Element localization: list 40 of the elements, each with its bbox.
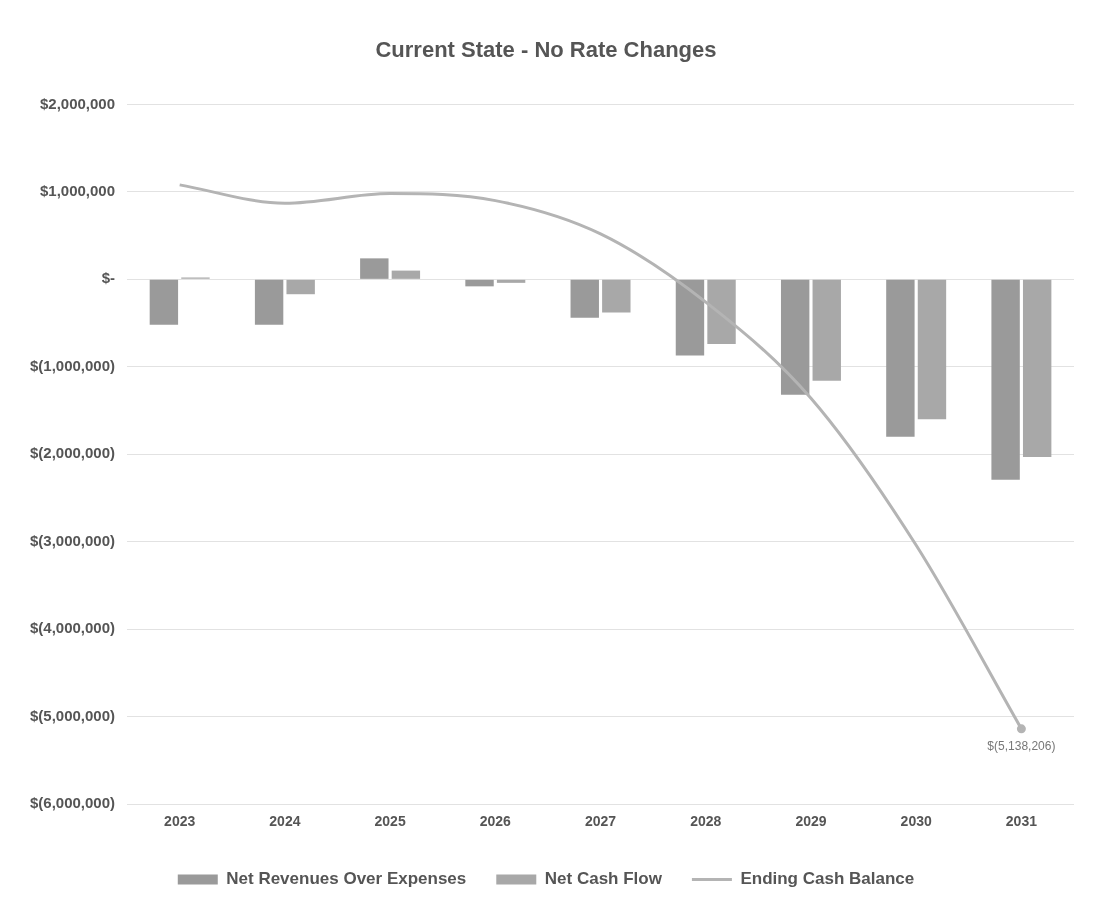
y-tick-label: $(2,000,000) bbox=[29, 444, 116, 462]
y-tick-label: $(4,000,000) bbox=[29, 619, 116, 637]
bar bbox=[602, 279, 631, 313]
bar bbox=[570, 279, 599, 318]
bar bbox=[149, 279, 179, 325]
bar bbox=[886, 279, 915, 437]
y-tick-label: $2,000,000 bbox=[39, 94, 116, 112]
x-tick-label: 2024 bbox=[269, 813, 301, 830]
x-tick-label: 2027 bbox=[584, 813, 617, 830]
y-tick-label: $(1,000,000) bbox=[29, 356, 116, 374]
x-tick-label: 2029 bbox=[795, 813, 827, 830]
bar bbox=[780, 279, 810, 395]
bar bbox=[496, 279, 526, 283]
x-tick-label: 2026 bbox=[479, 813, 512, 830]
x-tick-label: 2031 bbox=[1005, 813, 1038, 830]
bar bbox=[286, 279, 315, 295]
bar bbox=[254, 279, 284, 325]
chart-title: Current State - No Rate Changes bbox=[375, 37, 717, 63]
legend-label: Net Revenues Over Expenses bbox=[226, 869, 467, 889]
x-tick-label: 2025 bbox=[374, 813, 406, 830]
y-tick-label: $(3,000,000) bbox=[29, 531, 116, 549]
bar bbox=[1022, 279, 1052, 457]
legend-label: Net Cash Flow bbox=[544, 869, 663, 889]
bar bbox=[917, 279, 947, 420]
y-tick-label: $(5,000,000) bbox=[29, 706, 116, 724]
legend-label: Ending Cash Balance bbox=[740, 869, 915, 889]
x-tick-label: 2028 bbox=[690, 813, 722, 830]
bar bbox=[675, 279, 705, 356]
bar bbox=[360, 258, 389, 279]
y-tick-label: $- bbox=[101, 269, 116, 287]
bar bbox=[465, 279, 494, 287]
bar bbox=[812, 279, 841, 381]
data-label: $(5,138,206) bbox=[987, 739, 1056, 754]
x-tick-label: 2030 bbox=[900, 813, 932, 830]
bar bbox=[707, 279, 736, 345]
y-tick-label: $1,000,000 bbox=[39, 182, 116, 200]
bar bbox=[391, 270, 421, 279]
y-tick-label: $(6,000,000) bbox=[29, 794, 116, 812]
bar bbox=[991, 279, 1020, 480]
x-tick-label: 2023 bbox=[164, 813, 196, 830]
